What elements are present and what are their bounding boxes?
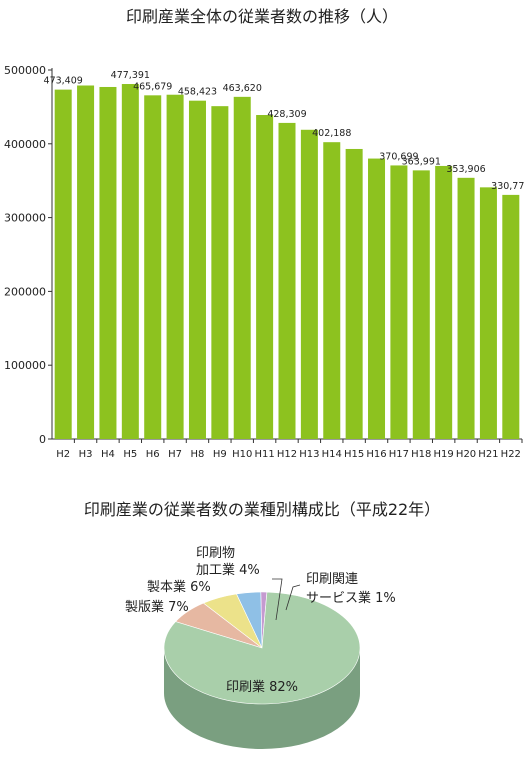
y-tick-label: 400000	[4, 138, 46, 151]
x-tick-label: H9	[213, 449, 227, 460]
x-tick-label: H6	[146, 449, 160, 460]
x-tick-label: H20	[456, 449, 476, 460]
bar	[188, 100, 206, 439]
bars	[54, 84, 520, 440]
x-tick-label: H14	[322, 449, 342, 460]
x-tick-label: H17	[389, 449, 409, 460]
leader-line-processing	[272, 578, 283, 621]
x-tick-label: H12	[277, 449, 297, 460]
slice-label-printing: 印刷業 82%	[226, 679, 298, 695]
slice-label-bookbinding: 製本業 6%	[147, 579, 211, 595]
x-tick-label: H2	[56, 449, 70, 460]
y-tick-label: 200000	[4, 285, 46, 298]
data-label: 330,772	[491, 181, 525, 192]
bar	[345, 148, 363, 439]
bar	[211, 106, 229, 440]
x-tick-label: H7	[168, 449, 182, 460]
data-label: 458,423	[178, 87, 217, 98]
x-tick-label: H15	[344, 449, 364, 460]
x-tick-label: H8	[191, 449, 205, 460]
data-label: 463,620	[223, 83, 262, 94]
bar	[166, 94, 184, 440]
bar	[99, 86, 117, 439]
pie-slice	[163, 591, 361, 705]
data-label: 363,991	[402, 156, 441, 167]
bar	[412, 170, 430, 440]
slice-label-services-line2: サービス業 1%	[306, 590, 396, 606]
bar	[144, 95, 162, 440]
x-tick-label: H10	[232, 449, 252, 460]
data-label: 473,409	[44, 76, 83, 87]
bar	[502, 194, 520, 439]
slice-label-services-line1: 印刷関連	[306, 572, 358, 587]
y-axis: 0 100000 200000 300000 400000 500000	[4, 64, 522, 446]
pie	[163, 591, 361, 749]
x-tick-label: H3	[79, 449, 93, 460]
bar	[435, 165, 453, 439]
x-tick-label: H11	[254, 449, 274, 460]
y-tick-label: 100000	[4, 359, 46, 372]
data-label: 370,699	[379, 151, 418, 162]
bar	[390, 165, 408, 439]
bar	[256, 115, 274, 439]
slice-label-platemaking: 製版業 7%	[125, 599, 189, 615]
data-label: 353,906	[446, 164, 485, 175]
bar	[457, 177, 475, 439]
bar	[278, 122, 296, 439]
bar	[368, 158, 386, 439]
slice-label-processing-line2: 加工業 4%	[196, 562, 260, 578]
bar-chart: 印刷産業全体の従業者数の推移（人） 0 100000 200000 300000 400…	[4, 7, 525, 460]
x-tick-label: H5	[123, 449, 137, 460]
pie-chart-title: 印刷産業の従業者数の業種別構成比（平成22年）	[84, 500, 440, 519]
bar	[323, 142, 341, 440]
bar	[479, 187, 497, 439]
bar	[77, 85, 95, 440]
pie-side-wall	[164, 648, 360, 749]
y-tick-label: 0	[39, 433, 46, 446]
x-tick-label: H4	[101, 449, 115, 460]
x-tick-label: H21	[478, 449, 498, 460]
data-label: 402,188	[312, 128, 351, 139]
bar	[233, 96, 251, 439]
y-tick-label: 300000	[4, 212, 46, 225]
x-tick-label: H22	[501, 449, 521, 460]
bar	[300, 129, 318, 439]
x-tick-label: H16	[366, 449, 386, 460]
x-tick-label: H19	[434, 449, 454, 460]
bar	[121, 84, 139, 439]
bar-chart-title: 印刷産業全体の従業者数の推移（人）	[126, 7, 398, 26]
pie-chart: 印刷産業の従業者数の業種別構成比（平成22年） 印刷業 82% 製版業 7% 製本業…	[84, 500, 440, 749]
leader-line-services	[285, 584, 301, 611]
bar	[54, 89, 72, 440]
x-axis: H2 H3 H4 H5 H6 H7 H8 H9 H10 H11 H12 H13 H14 H15 H16 H17…	[56, 439, 523, 460]
data-label: 465,679	[133, 81, 172, 92]
data-label: 477,391	[111, 70, 150, 81]
data-label: 428,309	[267, 109, 306, 120]
slice-label-processing-line1: 印刷物	[196, 546, 235, 561]
y-tick-label: 500000	[4, 64, 46, 77]
x-tick-label: H13	[299, 449, 319, 460]
x-tick-label: H18	[411, 449, 431, 460]
